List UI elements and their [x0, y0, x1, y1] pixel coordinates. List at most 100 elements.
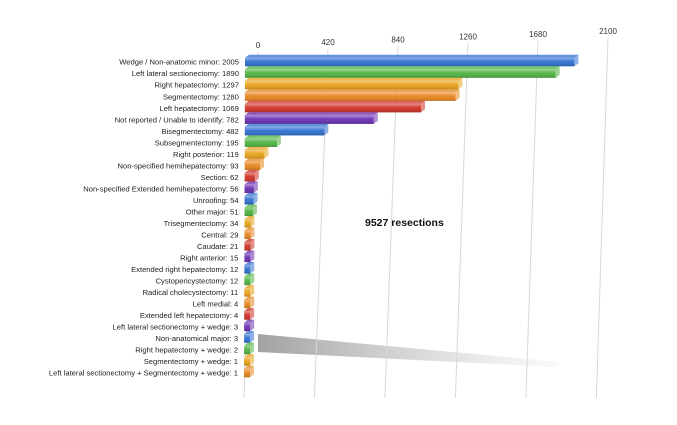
- bar-end-face: [253, 181, 258, 194]
- category-label: Caudate: 21: [197, 242, 238, 251]
- bar-gloss: [244, 299, 251, 309]
- bar-gloss: [244, 368, 250, 378]
- bar-gloss: [244, 161, 261, 170]
- bar-top-face: [244, 192, 258, 196]
- category-label: Radical cholecystectomy: 11: [143, 288, 239, 297]
- category-label: Right hepatectomy: 1297: [154, 81, 238, 90]
- bar-top-face: [244, 342, 255, 346]
- bar-top-face: [244, 319, 255, 323]
- bar-end-face: [250, 262, 255, 274]
- x-tick-label: 1260: [459, 33, 477, 42]
- bar-end-face: [260, 158, 265, 170]
- bar-top-face: [244, 354, 255, 358]
- bar-end-face: [250, 227, 255, 240]
- category-label: Subsegmentectomy: 195: [155, 138, 239, 147]
- category-label: Extended left hepatectomy: 4: [140, 311, 238, 320]
- bar-gloss: [245, 57, 575, 67]
- bar-gloss: [244, 149, 265, 159]
- category-label: Cystopericystectomy: 12: [156, 277, 239, 286]
- category-label: Left hepatectomy: 1069: [159, 104, 238, 113]
- bar-top-face: [244, 215, 255, 219]
- x-tick-label: 840: [391, 35, 405, 44]
- category-label: Bisegmentectomy: 482: [162, 127, 239, 136]
- bar-top-face: [244, 250, 255, 254]
- total-annotation: 9527 resections: [365, 217, 444, 229]
- category-label: Left lateral sectionectomy: 1890: [132, 69, 239, 78]
- category-label: Right posterior: 119: [173, 150, 239, 159]
- category-label: Right hepatectomy + wedge: 2: [135, 346, 238, 355]
- tick-label-layer: 0 420 840 1260 1680 2100: [256, 27, 618, 50]
- category-label: Central: 29: [201, 230, 238, 239]
- bar-top-face: [244, 204, 257, 208]
- grid-line: [595, 37, 609, 399]
- bar-top-face: [244, 331, 255, 335]
- bar-end-face: [250, 354, 255, 366]
- category-label-layer: Wedge / Non-anatomic minor: 2005 Left lat…: [49, 58, 239, 378]
- bar-gloss: [244, 253, 251, 263]
- bar-end-face: [250, 342, 255, 355]
- category-label: Section: 62: [201, 173, 239, 182]
- bar-end-face: [250, 238, 255, 251]
- grid-line: [525, 40, 539, 399]
- category-label: Segmentectomy + wedge: 1: [144, 357, 238, 366]
- bar-gloss: [244, 126, 325, 136]
- category-label: Non-anatomical major: 3: [155, 334, 238, 343]
- bar-gloss: [244, 322, 251, 332]
- bar-end-face: [250, 273, 255, 286]
- bar-end-face: [250, 250, 255, 263]
- bar-gloss: [244, 92, 456, 101]
- bar-top-face: [244, 273, 255, 277]
- bar-top-face: [244, 135, 281, 139]
- bar-gloss: [244, 276, 251, 286]
- bar-end-face: [250, 331, 255, 343]
- bar-top-face: [244, 181, 258, 185]
- bar-gloss: [244, 265, 251, 274]
- bar-top-face: [244, 146, 269, 150]
- bar-end-face: [253, 192, 258, 205]
- bar-gloss: [244, 357, 251, 366]
- category-label: Left lateral sectionectomy + Segmentecto…: [49, 369, 238, 378]
- bar-end-face: [250, 365, 254, 378]
- x-tick-label: 2100: [599, 27, 617, 36]
- bar-end-face: [455, 89, 460, 101]
- bar-top-face: [244, 296, 255, 300]
- bar-gloss: [244, 345, 251, 355]
- bar-gloss: [244, 103, 422, 113]
- bar-gloss: [244, 218, 251, 228]
- bar-top-face: [244, 238, 255, 242]
- bar-gloss: [244, 334, 251, 343]
- x-tick-label: 0: [256, 41, 261, 50]
- bar-layer: [244, 54, 579, 378]
- bar-gloss: [244, 230, 251, 240]
- bar-gloss: [244, 115, 374, 124]
- floor-shadow-layer: [258, 334, 560, 367]
- x-tick-label: 1680: [529, 30, 547, 39]
- category-label: Trisegmentectomy: 34: [164, 219, 239, 228]
- bar-gloss: [244, 172, 255, 182]
- bar-end-face: [264, 146, 269, 159]
- category-label: Not reported / Unable to identify: 782: [115, 115, 239, 124]
- bar-end-face: [252, 204, 257, 217]
- bar-top-face: [244, 112, 378, 116]
- floor-shadow: [258, 334, 560, 367]
- bar-top-face: [245, 54, 579, 58]
- x-tick-label: 420: [321, 38, 335, 47]
- category-label: Wedge / Non-anatomic minor: 2005: [119, 58, 239, 67]
- bar-top-face: [244, 285, 255, 289]
- bar-end-face: [250, 285, 255, 297]
- bar-gloss: [244, 138, 277, 147]
- bar-end-face: [276, 135, 281, 147]
- bar-end-face: [373, 112, 378, 124]
- bar-top-face: [244, 66, 560, 70]
- bar-gloss: [244, 288, 251, 297]
- bar-top-face: [244, 308, 255, 312]
- bar-gloss: [244, 69, 556, 78]
- bar-gloss: [244, 80, 459, 90]
- bar-gloss: [244, 207, 253, 217]
- category-label: Non-specified Extended hemihepatectomy: …: [83, 184, 238, 193]
- bar-top-face: [244, 169, 259, 173]
- bar-end-face: [250, 319, 255, 332]
- bar-end-face: [250, 296, 255, 309]
- bar-top-face: [244, 365, 254, 369]
